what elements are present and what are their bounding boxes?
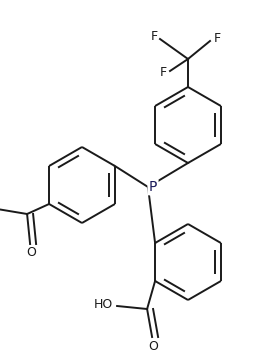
Text: F: F bbox=[159, 67, 167, 80]
Text: F: F bbox=[150, 29, 158, 42]
Text: O: O bbox=[148, 340, 158, 353]
Text: P: P bbox=[149, 180, 157, 194]
Text: HO: HO bbox=[93, 299, 113, 311]
Text: O: O bbox=[26, 247, 36, 260]
Text: F: F bbox=[213, 33, 221, 46]
